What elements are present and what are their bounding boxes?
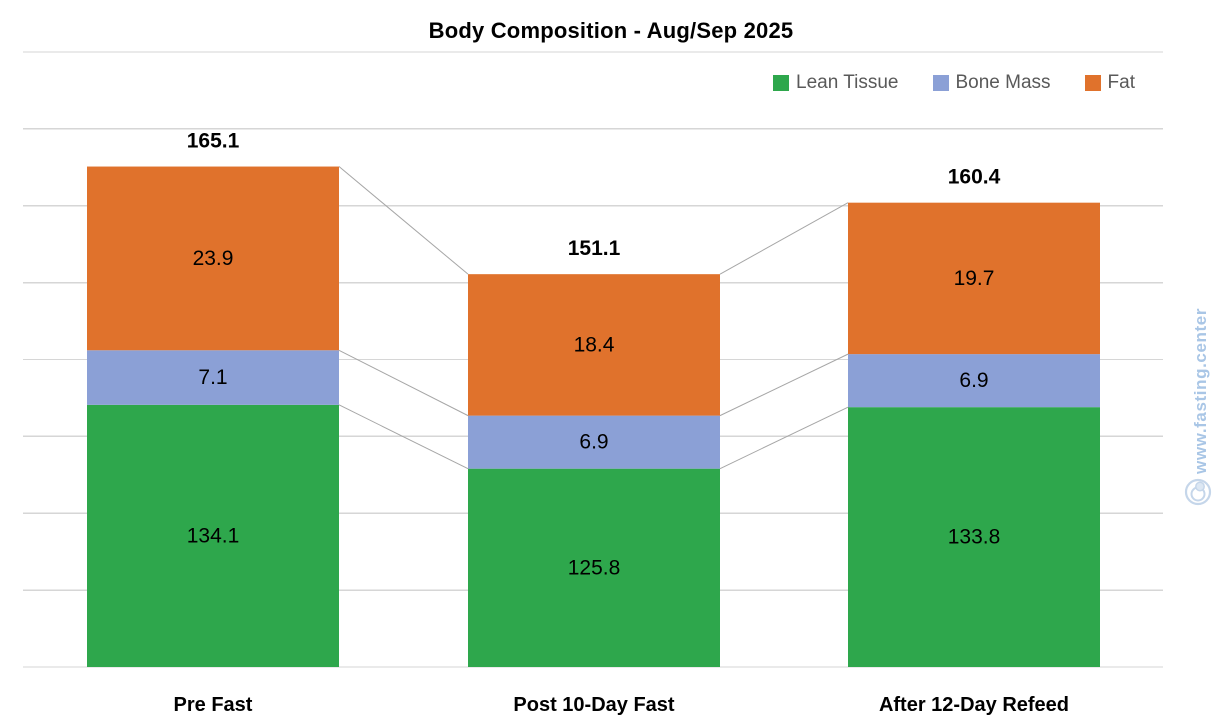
category-label-post-10-day-fast: Post 10-Day Fast — [513, 694, 675, 716]
bar-segment-after-12-day-refeed-bone-mass — [848, 354, 1100, 408]
series-connector-line — [719, 353, 849, 417]
segment-label-post-10-day-fast-bone-mass: 6.9 — [579, 431, 608, 454]
series-connector-line — [338, 404, 469, 470]
legend-swatch-icon — [773, 75, 790, 91]
category-label-after-12-day-refeed: After 12-Day Refeed — [879, 694, 1069, 716]
series-connector-line — [719, 406, 849, 470]
legend-label: Fat — [1107, 72, 1135, 93]
legend-item-fat: Fat — [1084, 72, 1135, 94]
bar-segment-pre-fast-bone-mass — [87, 350, 339, 405]
legend-swatch-icon — [1084, 75, 1101, 91]
series-connector-line — [338, 349, 469, 417]
category-label-pre-fast: Pre Fast — [174, 694, 253, 716]
segment-label-pre-fast-lean-tissue: 134.1 — [187, 524, 240, 547]
segment-label-post-10-day-fast-fat: 18.4 — [574, 333, 615, 356]
bar-segment-pre-fast-fat — [87, 166, 339, 351]
bar-segment-post-10-day-fast-fat — [468, 274, 720, 416]
segment-label-after-12-day-refeed-fat: 19.7 — [954, 267, 995, 290]
legend-label: Bone Mass — [955, 72, 1051, 93]
legend-label: Lean Tissue — [796, 72, 899, 93]
watermark-text: www.fasting.center — [1191, 307, 1210, 474]
chart-title: Body Composition - Aug/Sep 2025 — [428, 18, 794, 43]
segment-label-after-12-day-refeed-bone-mass: 6.9 — [959, 369, 988, 392]
bar-segment-post-10-day-fast-bone-mass — [468, 415, 720, 469]
series-connector-line — [719, 202, 849, 275]
total-label-pre-fast: 165.1 — [187, 130, 240, 153]
total-label-post-10-day-fast: 151.1 — [568, 237, 621, 260]
bar-segment-after-12-day-refeed-fat — [848, 202, 1100, 355]
segment-label-post-10-day-fast-lean-tissue: 125.8 — [568, 556, 621, 579]
copyright-logo-icon — [1184, 478, 1212, 506]
legend-item-bone-mass: Bone Mass — [932, 72, 1051, 94]
bar-segment-post-10-day-fast-lean-tissue — [468, 468, 720, 667]
legend: Lean Tissue Bone Mass Fat — [773, 72, 1135, 94]
total-label-after-12-day-refeed: 160.4 — [948, 166, 1001, 189]
segment-label-after-12-day-refeed-lean-tissue: 133.8 — [948, 526, 1001, 549]
segment-label-pre-fast-fat: 23.9 — [193, 247, 234, 270]
series-connector-line — [338, 166, 469, 275]
legend-item-lean-tissue: Lean Tissue — [773, 72, 899, 94]
bar-segment-after-12-day-refeed-lean-tissue — [848, 407, 1100, 667]
bar-segment-pre-fast-lean-tissue — [87, 404, 339, 667]
segment-label-pre-fast-bone-mass: 7.1 — [198, 366, 227, 389]
legend-swatch-icon — [932, 75, 949, 91]
